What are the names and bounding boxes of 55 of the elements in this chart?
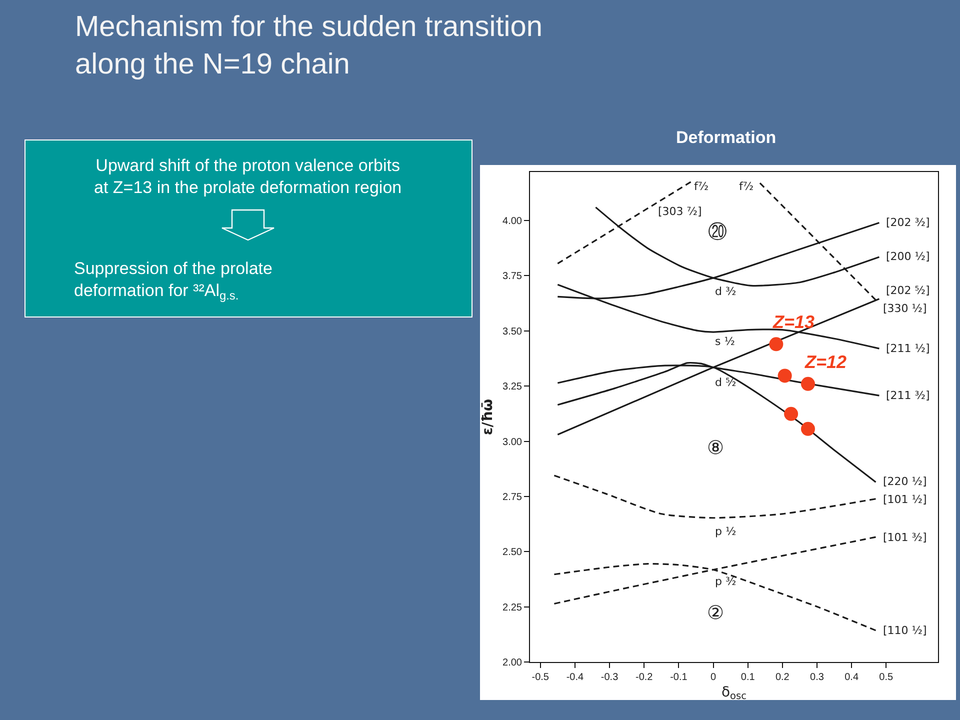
- series-label: [200 ¹⁄₂]: [886, 250, 930, 263]
- y-tick-label: 2.00: [502, 658, 522, 668]
- x-tick-label: 0: [710, 672, 716, 683]
- series-label: [202 ³⁄₂]: [886, 216, 930, 229]
- series-label: [101 ³⁄₂]: [883, 531, 927, 544]
- annotation: p ³⁄₂: [715, 575, 736, 588]
- series-label: [303 ⁷⁄₂]: [658, 205, 702, 218]
- annotation: s ¹⁄₂: [715, 335, 735, 348]
- y-tick-label: 3.75: [502, 271, 522, 282]
- x-tick-label: -0.1: [670, 672, 688, 683]
- chart-subtitle: Deformation: [676, 128, 776, 147]
- point: [784, 406, 798, 421]
- x-tick-label: 0.3: [810, 672, 824, 683]
- text: Upward shift of the proton valence orbits at Z=13 in the prolate deformation region: [94, 156, 402, 198]
- annotation: ⑧: [707, 437, 724, 459]
- x-tick-label: -0.2: [635, 672, 654, 683]
- x-axis-title: δ$_{osc}$: [721, 684, 747, 702]
- point: [800, 376, 815, 391]
- series-label: Z=12: [804, 352, 847, 372]
- y-axis-title: ε/ħω̄: [480, 398, 496, 436]
- y-tick-label: 3.25: [502, 382, 522, 393]
- x-tick-label: -0.3: [600, 672, 619, 683]
- annotation: ②: [707, 602, 724, 624]
- y-tick-label: 2.75: [502, 492, 522, 503]
- x-tick-label: 0.5: [879, 672, 894, 683]
- y-tick-label: 4.00: [502, 216, 522, 228]
- series-label: Z=13: [772, 312, 815, 332]
- series-label: [330 ¹⁄₂]: [883, 302, 927, 315]
- y-tick-label: 3.50: [502, 326, 522, 338]
- y-tick-label: 2.50: [502, 547, 522, 558]
- series-label: [110 ¹⁄₂]: [883, 624, 927, 637]
- x-tick-label: 0.1: [740, 672, 756, 683]
- annotation: d ⁵⁄₂: [715, 376, 736, 389]
- y-tick-label: 2.25: [502, 602, 522, 614]
- x-tick-label: 0.4: [844, 672, 859, 683]
- point: [800, 422, 815, 436]
- series-label: [202 ⁵⁄₂]: [886, 284, 930, 297]
- text: Suppression of the prolate deformation for ³²Al$_{g.s.}$: [74, 259, 272, 303]
- line-series: [553, 474, 877, 519]
- series-label: [220 ¹⁄₂]: [883, 475, 927, 488]
- annotation: ⑳: [708, 221, 727, 243]
- series-label: [101 ¹⁄₂]: [883, 493, 927, 506]
- annotation: d ³⁄₂: [715, 285, 736, 298]
- annotation: p ¹⁄₂: [715, 525, 736, 538]
- annotation: f⁷⁄₂: [739, 180, 754, 193]
- point: [778, 368, 792, 383]
- annotation: f⁷⁄₂: [694, 180, 709, 193]
- point: [769, 337, 784, 352]
- chart-title: Mechanism for the sudden transition along the N=19 chain: [75, 11, 542, 81]
- x-tick-label: 0.2: [775, 672, 790, 683]
- series-label: [211 ³⁄₂]: [886, 389, 930, 402]
- y-tick-label: 3.00: [502, 436, 522, 448]
- x-tick-label: -0.4: [566, 672, 584, 683]
- x-tick-label: -0.5: [532, 672, 550, 683]
- series-label: [211 ¹⁄₂]: [886, 342, 930, 355]
